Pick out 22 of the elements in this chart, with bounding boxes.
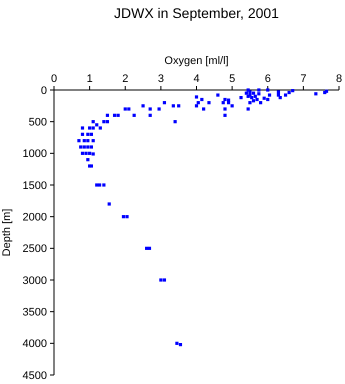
y-tick-label: 3000 [22, 274, 47, 287]
y-tick-label: 2500 [22, 243, 47, 256]
chart-title: JDWX in September, 2001 [114, 5, 280, 21]
x-tick-label: 0 [50, 73, 58, 85]
y-tick-label: 1000 [22, 148, 47, 160]
y-tick-label: 2000 [22, 212, 47, 224]
x-tick-label: 5 [229, 73, 236, 85]
x-tick-label: 2 [122, 73, 128, 85]
y-axis-title: Depth [m] [1, 208, 13, 256]
y-tick-label: 4500 [22, 370, 47, 382]
x-tick-label: 1 [86, 73, 93, 85]
y-tick-label: 3500 [22, 306, 47, 319]
y-tick-label: 1500 [22, 180, 47, 192]
y-tick-label: 4000 [22, 338, 47, 350]
x-tick-label: 6 [264, 73, 271, 85]
x-axis-title: Oxygen [ml/l] [164, 55, 229, 67]
x-tick-label: 4 [193, 73, 200, 85]
y-tick-label: 500 [28, 116, 47, 129]
x-tick-label: 8 [336, 73, 342, 85]
x-tick-label: 3 [158, 73, 164, 85]
x-tick-label: 7 [300, 73, 306, 85]
y-tick-label: 0 [40, 84, 47, 97]
